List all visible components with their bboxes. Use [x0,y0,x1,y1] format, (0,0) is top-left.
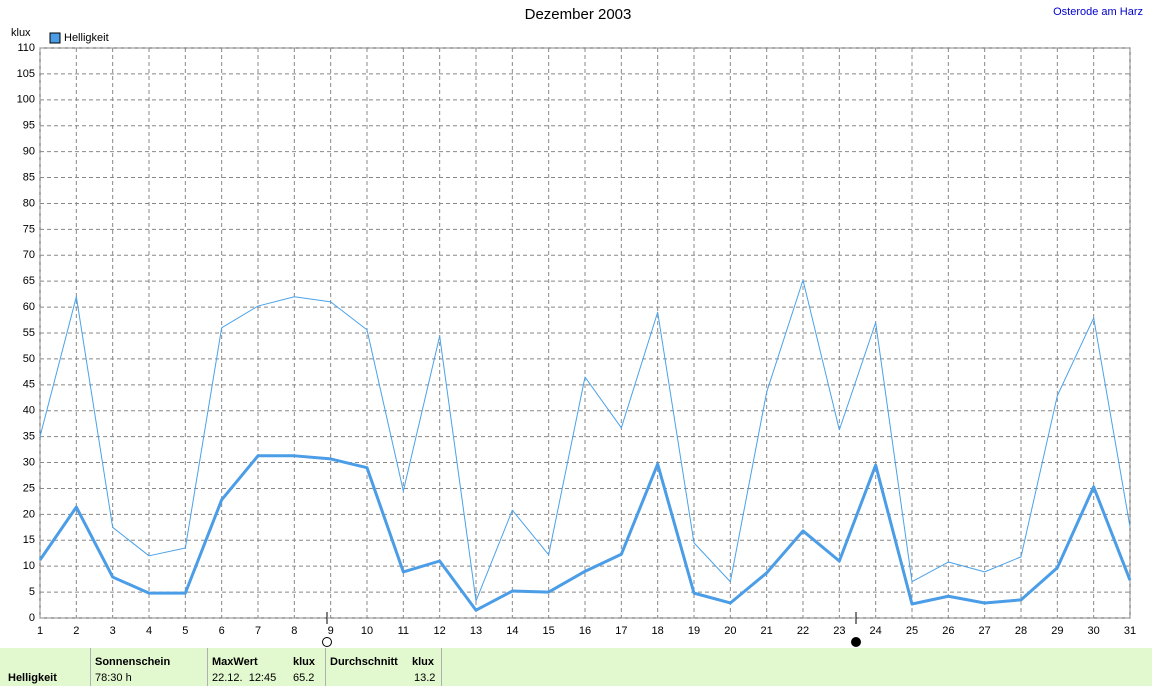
value: 65.2 [293,672,315,684]
y-tick-label: 10 [23,560,35,572]
header: MaxWert [212,656,258,668]
x-tick-label: 28 [1015,625,1027,637]
x-tick-label: 17 [615,625,627,637]
new-moon-icon [851,637,861,647]
x-tick-label: 3 [110,625,116,637]
x-tick-label: 15 [543,625,555,637]
y-tick-label: 0 [29,612,35,624]
chart-title: Dezember 2003 [525,6,632,23]
y-tick-label: 75 [23,223,35,235]
y-axis-label: klux [11,27,31,39]
y-tick-label: 105 [17,68,35,80]
y-tick-label: 70 [23,249,35,261]
full-moon-icon [322,637,332,647]
y-tick-label: 5 [29,586,35,598]
y-tick-label: 80 [23,197,35,209]
chart: Dezember 2003 Osterode am Harz klux 0 5 10… [11,6,1143,647]
x-tick-label: 19 [688,625,700,637]
separator [90,648,91,686]
unit: klux [412,656,435,668]
x-tick-label: 20 [724,625,736,637]
location: Osterode am Harz [1053,6,1143,18]
x-tick-label: 26 [942,625,954,637]
x-tick-label: 12 [434,625,446,637]
x-tick-label: 6 [219,625,225,637]
data-line [38,454,1132,612]
x-tick-label: 4 [146,625,152,637]
x-tick-label: 23 [833,625,845,637]
y-tick-label: 30 [23,456,35,468]
legend-swatch [49,32,61,44]
x-tick-label: 13 [470,625,482,637]
y-tick-label: 55 [23,327,35,339]
separator [207,648,208,686]
x-tick-label: 14 [506,625,518,637]
y-tick-label: 15 [23,534,35,546]
x-tick-label: 21 [761,625,773,637]
x-tick-label: 10 [361,625,373,637]
y-tick-label: 50 [23,353,35,365]
y-tick-label: 85 [23,171,35,183]
y-tick-label: 35 [23,431,35,443]
x-tick-label: 11 [398,625,409,637]
value: 22.12. 12:45 [212,672,277,684]
x-tick-label: 8 [291,625,297,637]
x-tick-label: 27 [979,625,991,637]
x-tick-label: 1 [37,625,43,637]
y-tick-label: 110 [17,42,35,54]
unit: klux [293,656,316,668]
value: 78:30 h [95,672,132,684]
x-tick-label: 30 [1088,625,1100,637]
x-tick-label: 16 [579,625,591,637]
y-tick-label: 25 [23,482,35,494]
x-tick-label: 25 [906,625,918,637]
x-tick-label: 29 [1051,625,1063,637]
x-tick-label: 7 [255,625,261,637]
separator [441,648,442,686]
y-tick-label: 65 [23,275,35,287]
x-tick-label: 22 [797,625,809,637]
legend-label: Helligkeit [64,32,109,44]
separator [325,648,326,686]
summary-label: Helligkeit [8,672,57,684]
y-tick-label: 20 [23,508,35,520]
summary-bar: Helligkeit Sonnenschein 78:30 h MaxWert … [0,648,1152,686]
y-tick-label: 100 [17,94,35,106]
x-tick-label: 5 [182,625,188,637]
y-tick-label: 40 [23,405,35,417]
y-tick-label: 90 [23,146,35,158]
x-tick-label: 18 [652,625,664,637]
x-tick-label: 31 [1124,625,1136,637]
x-tick-label: 9 [328,625,334,637]
header: Sonnenschein [95,656,171,668]
y-tick-label: 60 [23,301,35,313]
data-line [39,279,1131,602]
y-tick-label: 95 [23,120,35,132]
value: 13.2 [414,672,436,684]
x-tick-label: 2 [73,625,79,637]
header: Durchschnitt [330,656,398,668]
x-tick-label: 24 [870,625,882,637]
y-tick-label: 45 [23,379,35,391]
